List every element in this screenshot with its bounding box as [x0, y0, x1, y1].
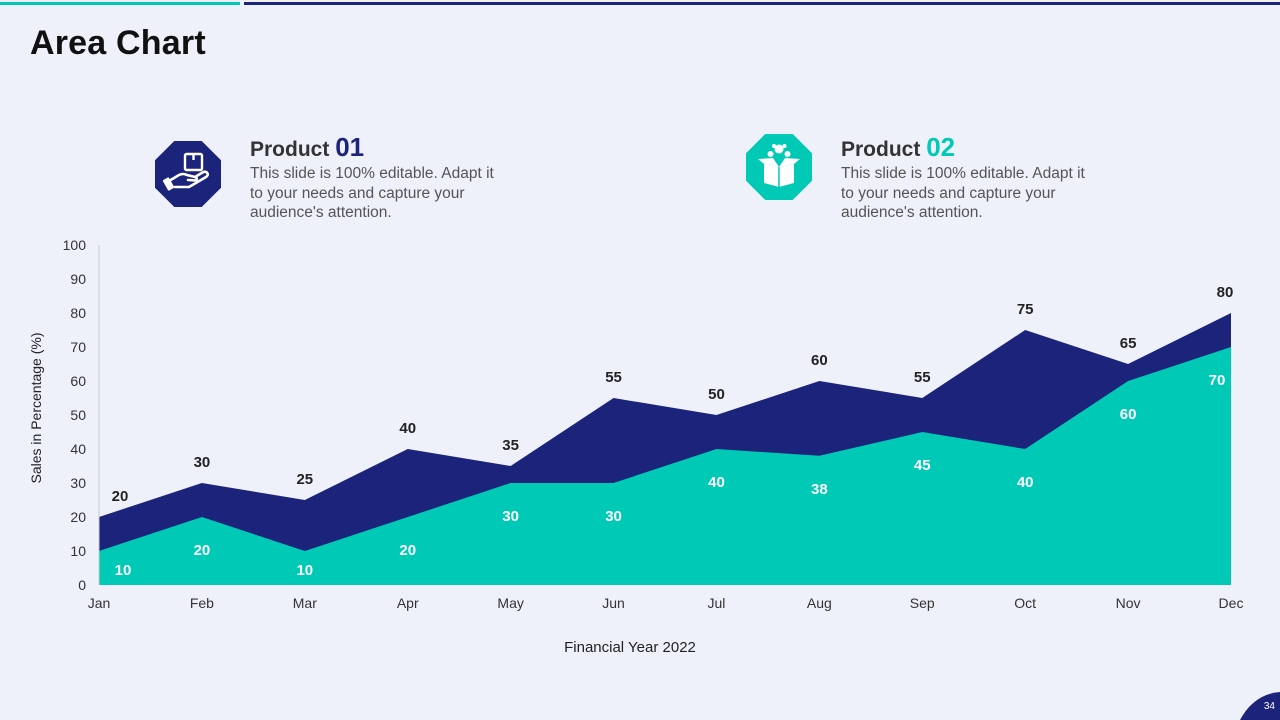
y-tick-label: 100: [63, 237, 87, 253]
series-2-data-label: 20: [194, 542, 211, 559]
x-axis-title: Financial Year 2022: [564, 639, 696, 656]
top-accent-bar-navy: [244, 2, 1280, 5]
series-2-data-label: 10: [296, 562, 313, 579]
series-1-data-label: 30: [194, 454, 211, 471]
product-02-description: This slide is 100% editable. Adapt it to…: [841, 165, 1085, 221]
series-1-data-label: 75: [1017, 301, 1034, 318]
x-tick-label: Nov: [1116, 595, 1141, 611]
series-1-data-label: 65: [1120, 335, 1137, 352]
top-accent-bar-teal: [0, 2, 240, 5]
series-1-data-label: 55: [605, 369, 622, 386]
data-labels: 20 30 25 40 35 55 50 60 55 75 65 80 10 20 10 20 30 30 40 38…: [112, 284, 1234, 579]
series-2-data-label: 10: [115, 562, 132, 579]
series-2-data-label: 40: [1017, 474, 1034, 491]
x-tick-label: Jan: [88, 595, 111, 611]
y-tick-label: 60: [70, 373, 86, 389]
x-tick-label: May: [497, 595, 523, 611]
x-tick-label: Aug: [807, 595, 832, 611]
series-1-data-label: 20: [112, 488, 129, 505]
y-tick-label: 50: [70, 407, 86, 423]
page-number-badge: [1240, 692, 1280, 720]
product-01-title: Product 01: [250, 132, 365, 162]
x-tick-label: Dec: [1219, 595, 1244, 611]
series-2-data-label: 60: [1120, 406, 1137, 423]
hand-holding-box-icon: [155, 141, 221, 207]
series-1-data-label: 25: [296, 471, 313, 488]
page-number: 34: [1263, 701, 1275, 712]
series-2-data-label: 70: [1209, 372, 1226, 389]
x-tick-label: Jun: [602, 595, 625, 611]
y-tick-label: 40: [70, 441, 86, 457]
y-tick-label: 90: [70, 271, 86, 287]
area-series-2: [99, 347, 1231, 585]
x-axis-ticks: Jan Feb Mar Apr May Jun Jul Aug Sep Oct Nov Dec: [88, 595, 1244, 611]
y-tick-label: 80: [70, 305, 86, 321]
series-2-data-label: 30: [502, 508, 519, 525]
x-tick-label: Mar: [293, 595, 317, 611]
series-1-data-label: 80: [1217, 284, 1234, 301]
series-2-data-label: 30: [605, 508, 622, 525]
product-01-description: This slide is 100% editable. Adapt it to…: [250, 165, 494, 221]
y-axis-ticks: 0 10 20 30 40 50 60 70 80 90 100: [63, 237, 87, 593]
product-02-title: Product 02: [841, 132, 956, 162]
series-1-data-label: 35: [502, 437, 519, 454]
y-tick-label: 10: [70, 543, 86, 559]
y-tick-label: 0: [78, 577, 86, 593]
x-tick-label: Oct: [1014, 595, 1036, 611]
y-tick-label: 20: [70, 509, 86, 525]
y-tick-label: 70: [70, 339, 86, 355]
x-tick-label: Feb: [190, 595, 214, 611]
slide-title: Area Chart: [30, 24, 206, 62]
x-tick-label: Jul: [708, 595, 726, 611]
x-tick-label: Apr: [397, 595, 419, 611]
y-tick-label: 30: [70, 475, 86, 491]
series-2-data-label: 20: [399, 542, 416, 559]
series-1-data-label: 60: [811, 352, 828, 369]
series-1-data-label: 50: [708, 386, 725, 403]
series-1-data-label: 55: [914, 369, 931, 386]
y-axis-title: Sales in Percentage (%): [28, 333, 44, 484]
series-2-data-label: 40: [708, 474, 725, 491]
x-tick-label: Sep: [910, 595, 935, 611]
series-2-data-label: 38: [811, 481, 828, 498]
area-series-group: [99, 313, 1231, 585]
series-1-data-label: 40: [399, 420, 416, 437]
series-2-data-label: 45: [914, 457, 931, 474]
open-box-icon: [746, 134, 812, 200]
